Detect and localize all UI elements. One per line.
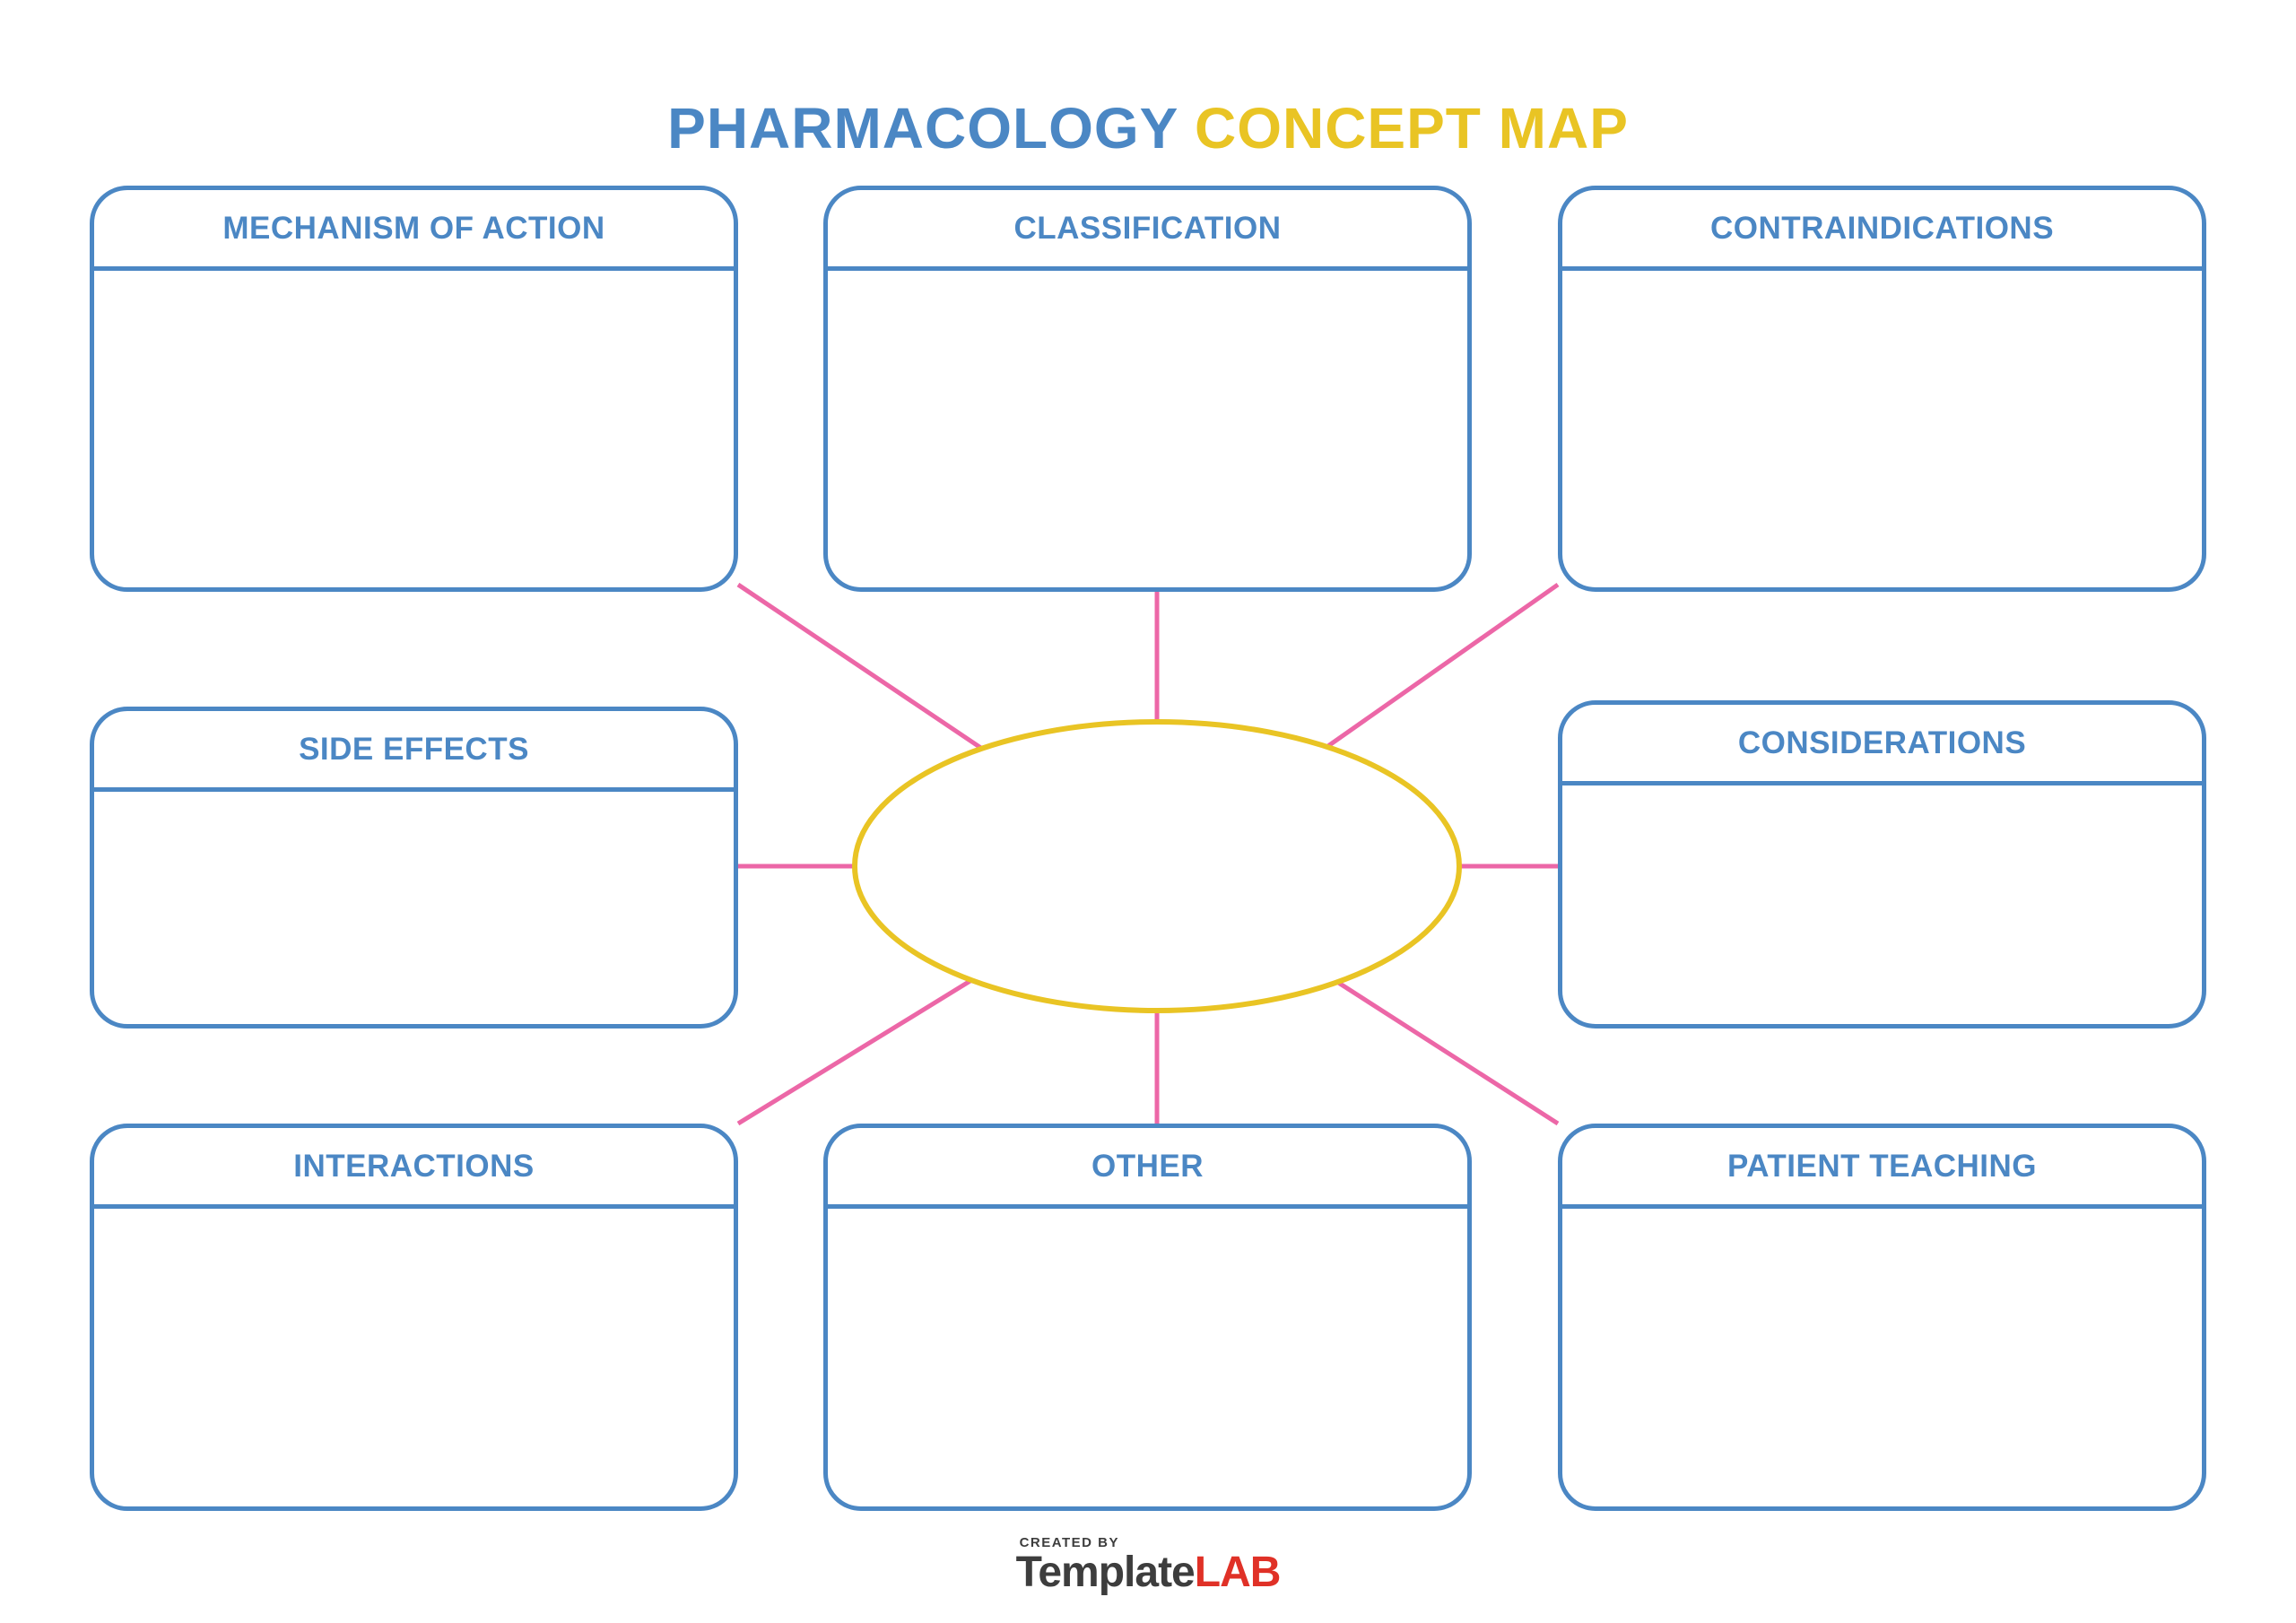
mechanism-of-action-content-area[interactable] bbox=[94, 271, 734, 587]
box-header: SIDE EFFECTS bbox=[94, 711, 734, 792]
brand-template: Template bbox=[1015, 1549, 1196, 1596]
patient-teaching-content-area[interactable] bbox=[1562, 1209, 2202, 1506]
box-title: SIDE EFFECTS bbox=[299, 731, 529, 767]
created-by-label: CREATED BY bbox=[1019, 1535, 1119, 1550]
box-title: OTHER bbox=[1091, 1148, 1204, 1184]
contraindications-content-area[interactable] bbox=[1562, 271, 2202, 587]
other-content-area[interactable] bbox=[828, 1209, 1467, 1506]
box-header: CONSIDERATIONS bbox=[1562, 705, 2202, 785]
box-other: OTHER bbox=[823, 1124, 1472, 1511]
brand-lab: LAB bbox=[1194, 1549, 1282, 1596]
box-side-effects: SIDE EFFECTS bbox=[90, 707, 738, 1028]
box-classification: CLASSIFICATION bbox=[823, 186, 1472, 592]
box-header: PATIENT TEACHING bbox=[1562, 1128, 2202, 1209]
box-contraindications: CONTRAINDICATIONS bbox=[1558, 186, 2206, 592]
box-header: OTHER bbox=[828, 1128, 1467, 1209]
box-title: INTERACTIONS bbox=[293, 1148, 535, 1184]
box-patient-teaching: PATIENT TEACHING bbox=[1558, 1124, 2206, 1511]
page-title: PHARMACOLOGY CONCEPT MAP bbox=[0, 100, 2296, 157]
box-header: CONTRAINDICATIONS bbox=[1562, 190, 2202, 271]
box-header: CLASSIFICATION bbox=[828, 190, 1467, 271]
templatelab-wordmark: TemplateLAB bbox=[1015, 1549, 1282, 1596]
box-header: INTERACTIONS bbox=[94, 1128, 734, 1209]
considerations-content-area[interactable] bbox=[1562, 785, 2202, 1024]
box-mechanism-of-action: MECHANISM OF ACTION bbox=[90, 186, 738, 592]
title-concept-map: CONCEPT MAP bbox=[1194, 95, 1629, 161]
box-title: CONSIDERATIONS bbox=[1737, 725, 2027, 760]
box-header: MECHANISM OF ACTION bbox=[94, 190, 734, 271]
box-title: PATIENT TEACHING bbox=[1726, 1148, 2038, 1184]
box-title: MECHANISM OF ACTION bbox=[222, 210, 605, 246]
box-title: CONTRAINDICATIONS bbox=[1709, 210, 2055, 246]
classification-content-area[interactable] bbox=[828, 271, 1467, 587]
box-interactions: INTERACTIONS bbox=[90, 1124, 738, 1511]
title-pharmacology: PHARMACOLOGY bbox=[667, 95, 1178, 161]
footer: CREATED BY TemplateLAB bbox=[0, 1535, 2296, 1594]
box-considerations: CONSIDERATIONS bbox=[1558, 700, 2206, 1028]
box-title: CLASSIFICATION bbox=[1013, 210, 1282, 246]
templatelab-logo: CREATED BY TemplateLAB bbox=[1015, 1535, 1282, 1596]
side-effects-content-area[interactable] bbox=[94, 792, 734, 1024]
interactions-content-area[interactable] bbox=[94, 1209, 734, 1506]
drug-name-ellipse[interactable] bbox=[852, 719, 1462, 1013]
